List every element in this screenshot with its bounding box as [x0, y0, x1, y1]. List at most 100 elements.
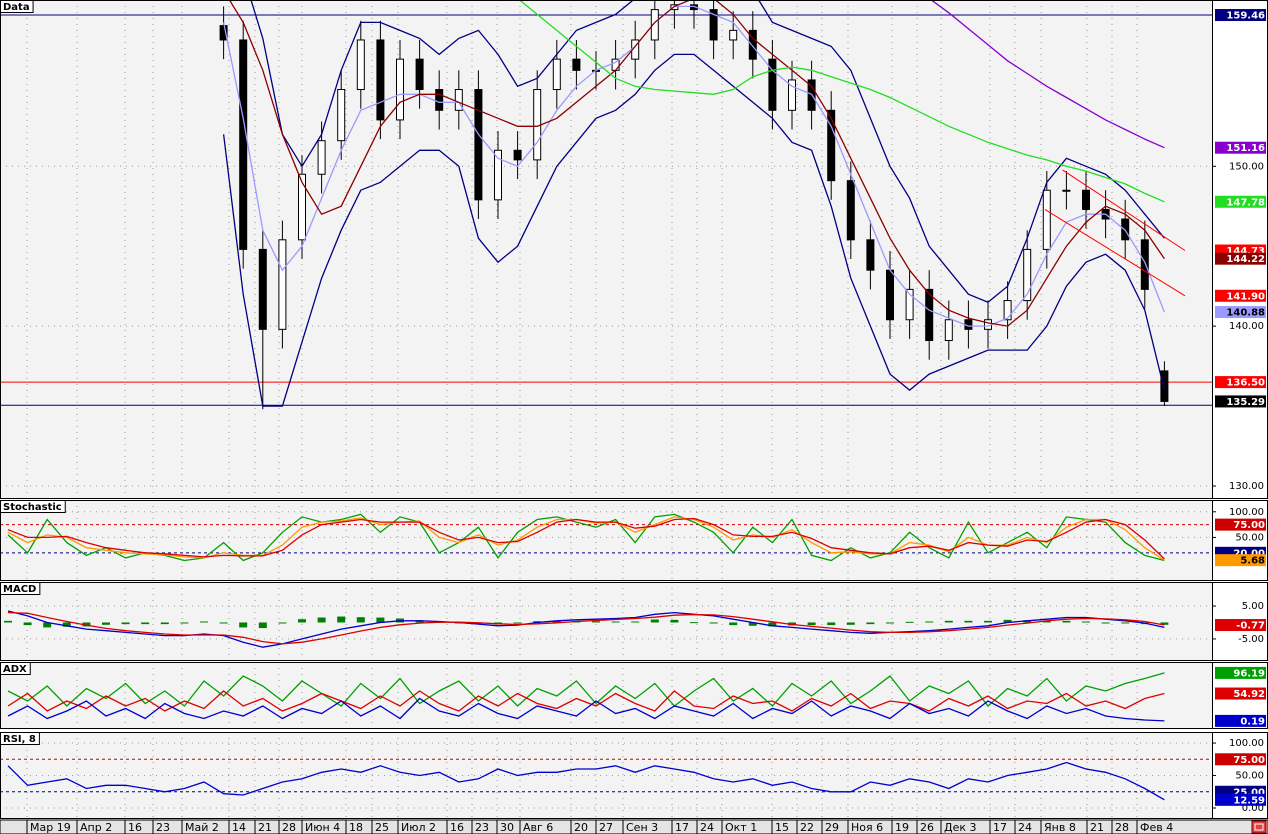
- corner-icon-glyph: [1254, 823, 1264, 831]
- x-tick-label: Мар 19: [30, 821, 71, 834]
- panel-title: RSI, 8: [3, 734, 36, 745]
- price-tag-label: 147.78: [1226, 197, 1265, 208]
- candle-body: [866, 239, 875, 271]
- x-tick-label: 16: [450, 821, 464, 834]
- histogram-bar: [846, 622, 855, 625]
- x-tick-label: 15: [775, 821, 789, 834]
- histogram-bar: [905, 621, 914, 623]
- price-tag-label: 141.90: [1226, 291, 1265, 302]
- panel-title: ADX: [3, 664, 27, 675]
- price-tag-label: 159.46: [1226, 11, 1265, 22]
- histogram-bar: [748, 622, 757, 626]
- panel-title: Stochastic: [3, 502, 62, 513]
- histogram-bar: [611, 621, 620, 623]
- histogram-bar: [1003, 619, 1012, 623]
- histogram-bar: [690, 622, 698, 624]
- panel-title: MACD: [3, 584, 36, 595]
- x-tick-label: 18: [349, 821, 363, 834]
- price-tag: [1215, 714, 1266, 727]
- histogram-bar: [337, 616, 346, 623]
- histogram-bar: [925, 621, 934, 623]
- x-tick-label: Июн 4: [305, 821, 340, 834]
- x-tick-label: 24: [1018, 821, 1032, 834]
- x-tick-label: Ноя 6: [851, 821, 883, 834]
- price-tag: [1215, 518, 1266, 531]
- x-tick-label: 16: [128, 821, 142, 834]
- candle-body: [337, 89, 346, 142]
- candle-body: [572, 58, 581, 71]
- candle-body: [1160, 370, 1169, 402]
- x-tick-label: 17: [675, 821, 689, 834]
- x-tick-label: 26: [920, 821, 934, 834]
- candle-body: [494, 149, 502, 201]
- histogram-bar: [1101, 622, 1110, 624]
- x-tick-label: 30: [500, 821, 514, 834]
- x-tick-label: 17: [993, 821, 1007, 834]
- candle-body: [748, 29, 757, 60]
- x-tick-label: Окт 1: [725, 821, 757, 834]
- histogram-bar: [258, 622, 267, 629]
- histogram-bar: [768, 622, 777, 627]
- panel-title-box: [0, 0, 34, 13]
- candle-body: [1062, 189, 1071, 192]
- price-tag-label: 96.19: [1233, 668, 1265, 679]
- histogram-bar: [729, 622, 738, 626]
- price-tag: [1215, 9, 1266, 22]
- panel-title-box: [0, 500, 66, 513]
- x-tick-label: 28: [282, 821, 296, 834]
- histogram-bar: [278, 622, 287, 624]
- histogram-bar: [552, 620, 561, 623]
- candle-body: [1042, 189, 1051, 250]
- histogram-bar: [239, 622, 248, 628]
- series-line: [7, 697, 1165, 722]
- series-line: [250, 1, 1165, 303]
- candle-body: [454, 89, 463, 111]
- y-tick-label: 100.00: [1229, 738, 1264, 749]
- series-line: [7, 610, 1165, 648]
- y-tick-label: 50.00: [1235, 771, 1264, 782]
- price-tag-label: 144.73: [1226, 246, 1265, 257]
- x-tick-label: Фев 4: [1140, 821, 1173, 834]
- histogram-bar: [180, 622, 189, 624]
- series-line: [7, 517, 1165, 560]
- price-tag: [1215, 195, 1266, 208]
- price-tag-label: 75.00: [1233, 755, 1265, 766]
- histogram-bar: [1121, 622, 1130, 624]
- x-tick-label: 21: [1090, 821, 1104, 834]
- panel-title: Data: [3, 2, 30, 13]
- price-tag: [1215, 395, 1266, 408]
- candle-body: [258, 248, 267, 330]
- candle-body: [435, 89, 444, 111]
- histogram-bar: [356, 617, 365, 623]
- price-tag-label: 140.88: [1226, 308, 1265, 319]
- x-tick-label: 27: [599, 821, 613, 834]
- candle-body: [396, 58, 404, 121]
- price-tag: [1215, 753, 1266, 766]
- x-tick-label: 25: [375, 821, 389, 834]
- histogram-bar: [102, 622, 110, 625]
- histogram-bar: [298, 619, 306, 623]
- price-tag: [1215, 619, 1266, 632]
- price-tag: [1215, 252, 1266, 265]
- plot-area: [1, 733, 1212, 818]
- corner-icon[interactable]: [1251, 820, 1267, 834]
- price-tag-label: 136.50: [1226, 378, 1265, 389]
- candle-body: [552, 58, 561, 91]
- plot-area: [1, 583, 1212, 660]
- price-tag: [1215, 289, 1266, 302]
- histogram-bar: [1062, 620, 1071, 623]
- candle-body: [239, 39, 248, 250]
- x-tick-label: 20: [574, 821, 588, 834]
- histogram-bar: [670, 619, 679, 623]
- histogram-bar: [200, 621, 208, 623]
- candle-body: [709, 9, 718, 41]
- price-tag-label: 12.59: [1233, 795, 1265, 806]
- panel-title-box: [0, 582, 41, 595]
- price-tag-label: 25.00: [1233, 787, 1265, 798]
- candle-body: [298, 173, 306, 241]
- x-tick-label: 22: [800, 821, 814, 834]
- y-tick-label: 0.00: [1242, 803, 1264, 814]
- histogram-bar: [944, 620, 953, 623]
- series-line: [519, 1, 1165, 203]
